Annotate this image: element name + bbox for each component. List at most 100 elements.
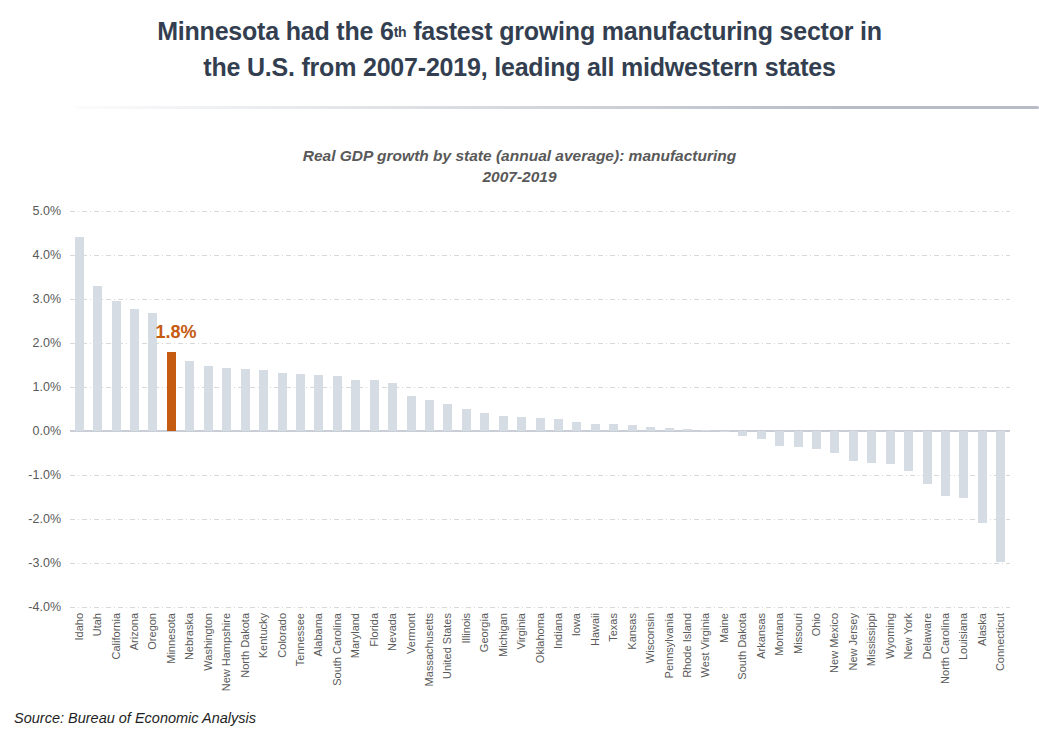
x-tick-label: New York bbox=[902, 613, 915, 626]
x-tick-label: Montana bbox=[773, 613, 786, 626]
y-axis: 5.0%4.0%3.0%2.0%1.0%0.0%-1.0%-2.0%-3.0%-… bbox=[0, 211, 61, 607]
bar bbox=[536, 418, 545, 431]
bar bbox=[757, 431, 766, 439]
x-tick-label-text: Rhode Island bbox=[681, 613, 694, 678]
bar bbox=[351, 380, 360, 432]
bar bbox=[941, 431, 950, 496]
y-tick-label: 5.0% bbox=[0, 203, 61, 219]
x-tick-label: Illinois bbox=[460, 613, 473, 626]
x-tick-label: South Dakota bbox=[736, 613, 749, 626]
x-tick-label-text: Iowa bbox=[570, 613, 583, 636]
bar bbox=[628, 425, 637, 431]
x-tick-label-text: Louisiana bbox=[957, 613, 970, 660]
title-text-pre: Minnesota had the 6 bbox=[157, 17, 394, 45]
x-tick-label-text: North Carolina bbox=[939, 613, 952, 684]
bar bbox=[204, 366, 213, 431]
x-tick-label: Georgia bbox=[478, 613, 491, 626]
x-tick-label-text: Nebraska bbox=[183, 613, 196, 660]
gridline bbox=[70, 607, 1010, 608]
y-tick-label: 4.0% bbox=[0, 247, 61, 263]
gridline bbox=[70, 519, 1010, 520]
x-tick-label-text: West Virginia bbox=[699, 613, 712, 677]
x-tick-label: Arizona bbox=[128, 613, 141, 626]
bar-minnesota-highlighted bbox=[167, 352, 176, 431]
bar bbox=[609, 424, 618, 431]
bar bbox=[296, 374, 305, 431]
bar bbox=[314, 375, 323, 431]
highlight-value-label: 1.8% bbox=[155, 322, 196, 343]
bar bbox=[978, 431, 987, 523]
bar bbox=[93, 286, 102, 431]
x-tick-label-text: Utah bbox=[91, 613, 104, 636]
page-title-line1: Minnesota had the 6th fastest growing ma… bbox=[0, 13, 1039, 49]
x-tick-label: Louisiana bbox=[957, 613, 970, 626]
x-tick-label-text: Arkansas bbox=[755, 613, 768, 659]
x-tick-label: Delaware bbox=[921, 613, 934, 626]
x-tick-label-text: New Mexico bbox=[828, 613, 841, 673]
gridline bbox=[70, 475, 1010, 476]
x-tick-label-text: Oklahoma bbox=[534, 613, 547, 663]
bar bbox=[591, 424, 600, 432]
x-tick-label: Maine bbox=[718, 613, 731, 626]
plot-area: IdahoUtahCaliforniaArizonaOregonMinnesot… bbox=[70, 211, 1010, 607]
x-tick-label-text: Connecticut bbox=[994, 613, 1007, 671]
gridline bbox=[70, 255, 1010, 256]
x-tick-label-text: Texas bbox=[607, 613, 620, 642]
chart-subtitle: Real GDP growth by state (annual average… bbox=[0, 145, 1039, 187]
bar bbox=[370, 380, 379, 431]
x-tick-label: Indiana bbox=[552, 613, 565, 626]
x-tick-label-text: Maryland bbox=[349, 613, 362, 658]
x-tick-label: Oklahoma bbox=[534, 613, 547, 626]
bar bbox=[222, 368, 231, 431]
x-tick-label-text: Alaska bbox=[976, 613, 989, 646]
bar bbox=[185, 361, 194, 431]
x-tick-label-text: California bbox=[110, 613, 123, 659]
bar bbox=[259, 370, 268, 431]
bar bbox=[738, 431, 747, 436]
x-tick-label-text: Michigan bbox=[497, 613, 510, 657]
bar bbox=[572, 422, 581, 431]
x-tick-label: Nebraska bbox=[183, 613, 196, 626]
x-tick-label: Tennessee bbox=[294, 613, 307, 626]
bar bbox=[904, 431, 913, 471]
bar bbox=[499, 416, 508, 431]
x-tick-label: Kentucky bbox=[257, 613, 270, 626]
x-tick-label-text: Idaho bbox=[73, 613, 86, 641]
bar bbox=[646, 427, 655, 431]
bar bbox=[112, 301, 121, 431]
x-tick-label: Michigan bbox=[497, 613, 510, 626]
x-tick-label-text: South Dakota bbox=[736, 613, 749, 680]
x-tick-label: Wisconsin bbox=[644, 613, 657, 626]
x-tick-label-text: Missouri bbox=[792, 613, 805, 654]
bar bbox=[886, 431, 895, 464]
gridline bbox=[70, 211, 1010, 212]
x-tick-label: United States bbox=[441, 613, 454, 626]
x-tick-label: Utah bbox=[91, 613, 104, 626]
x-tick-label: Rhode Island bbox=[681, 613, 694, 626]
x-tick-label: Washington bbox=[202, 613, 215, 626]
x-tick-label: Kansas bbox=[626, 613, 639, 626]
x-tick-label: North Carolina bbox=[939, 613, 952, 626]
bar bbox=[388, 383, 397, 431]
x-tick-label: Texas bbox=[607, 613, 620, 626]
x-tick-label-text: New York bbox=[902, 613, 915, 659]
x-tick-label-text: Colorado bbox=[276, 613, 289, 658]
gridline bbox=[70, 563, 1010, 564]
x-tick-label-text: Maine bbox=[718, 613, 731, 643]
bar bbox=[683, 429, 692, 431]
x-tick-label: West Virginia bbox=[699, 613, 712, 626]
x-tick-label-text: Pennsylvania bbox=[663, 613, 676, 678]
x-tick-label-text: Nevada bbox=[386, 613, 399, 651]
x-tick-label: Nevada bbox=[386, 613, 399, 626]
x-tick-label-text: New Jersey bbox=[847, 613, 860, 670]
x-tick-label: South Carolina bbox=[331, 613, 344, 626]
title-divider bbox=[75, 106, 1039, 109]
bar bbox=[665, 428, 674, 431]
bar bbox=[701, 430, 710, 431]
y-tick-label: 2.0% bbox=[0, 335, 61, 351]
x-tick-label: Mississippi bbox=[865, 613, 878, 626]
bar bbox=[720, 431, 729, 432]
bar bbox=[959, 431, 968, 498]
bar bbox=[130, 309, 139, 431]
bar bbox=[425, 400, 434, 431]
